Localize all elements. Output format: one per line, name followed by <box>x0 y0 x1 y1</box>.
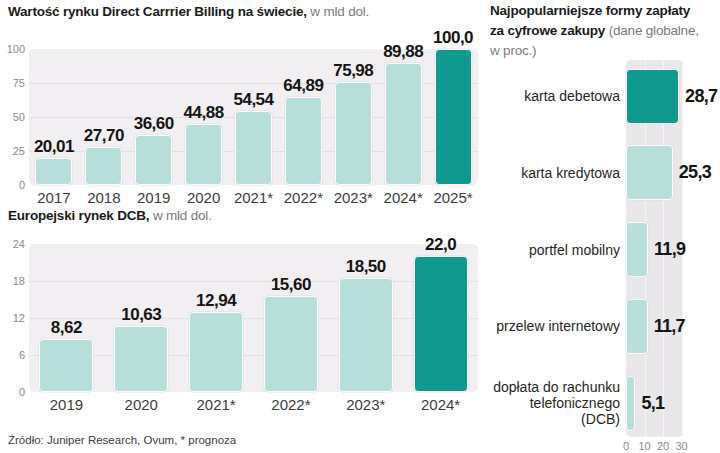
value-label: 25,3 <box>679 145 711 200</box>
x-tick-label: 2024* <box>401 396 481 413</box>
bar-2020 <box>185 124 222 185</box>
bar-2023* <box>335 82 372 185</box>
bar-payment-1 <box>626 145 673 200</box>
x-tick-label: 2022* <box>251 396 331 413</box>
y-tick-label: 6 <box>0 349 25 361</box>
value-label: 11,9 <box>654 222 685 277</box>
x-tick-label: 2023* <box>326 396 406 413</box>
bar-2021* <box>189 312 243 392</box>
chart3-title: Najpopularniejsze formy zapłaty za cyfro… <box>490 1 718 61</box>
x-tick-label: 2021* <box>176 396 256 413</box>
bar-2024* <box>385 63 422 185</box>
y-tick-label: 18 <box>0 275 25 287</box>
y-tick-label: 24 <box>0 238 25 250</box>
value-label: 12,94 <box>176 291 256 311</box>
bar-payment-4 <box>626 376 635 431</box>
chart1-title: Wartość rynku Direct Carrrier Billing na… <box>8 2 369 21</box>
bar-2022* <box>264 296 318 392</box>
y-tick-label: 100 <box>0 43 25 55</box>
bar-2024* <box>414 256 468 392</box>
bar-2025* <box>435 49 472 185</box>
value-label: 75,98 <box>313 61 393 81</box>
x-tick-label: 2019 <box>26 396 106 413</box>
value-label: 11,7 <box>654 299 685 354</box>
chart2-title: Europejski rynek DCB, w mld dol. <box>8 206 212 225</box>
x-tick-label: 30 <box>667 440 697 452</box>
y-tick-label: 0 <box>0 386 25 398</box>
bar-2018 <box>85 147 122 185</box>
y-tick-label: 12 <box>0 312 25 324</box>
chart1-title-main: Wartość rynku Direct Carrrier Billing na… <box>8 4 307 19</box>
value-label: 5,1 <box>641 376 664 431</box>
category-label: przelew internetowy <box>480 299 620 354</box>
value-label: 100,0 <box>413 28 493 48</box>
dcb-infographic: Wartość rynku Direct Carrrier Billing na… <box>0 0 720 453</box>
chart1-title-unit: w mld dol. <box>307 4 369 19</box>
bar-2021* <box>235 111 272 185</box>
bar-2022* <box>285 97 322 185</box>
bar-2023* <box>339 278 393 392</box>
source-note: Źródło: Juniper Research, Ovum, * progno… <box>8 434 236 446</box>
bar-2017 <box>35 158 72 185</box>
y-tick-label: 50 <box>0 111 25 123</box>
chart2-title-unit: w mld dol. <box>149 208 211 223</box>
y-tick-label: 75 <box>0 77 25 89</box>
value-label: 18,50 <box>326 257 406 277</box>
bar-payment-2 <box>626 222 648 277</box>
bar-2019 <box>135 135 172 185</box>
gridline-6 <box>29 355 478 356</box>
category-label: karta kredytowa <box>480 145 620 200</box>
x-tick-label: 2020 <box>101 396 181 413</box>
value-label: 15,60 <box>251 275 331 295</box>
value-label: 10,63 <box>101 305 181 325</box>
value-label: 22,0 <box>401 235 481 255</box>
value-label: 28,7 <box>685 69 717 124</box>
category-label: karta debetowa <box>480 69 620 124</box>
category-label: portfel mobilny <box>480 222 620 277</box>
bar-2020 <box>114 326 168 392</box>
chart2-title-main: Europejski rynek DCB, <box>8 208 149 223</box>
bar-payment-0 <box>626 69 679 124</box>
bar-payment-3 <box>626 299 648 354</box>
category-label: dopłata do rachunku telefonicznego (DCB) <box>480 376 620 431</box>
bar-2019 <box>39 339 93 392</box>
value-label: 8,62 <box>26 318 106 338</box>
